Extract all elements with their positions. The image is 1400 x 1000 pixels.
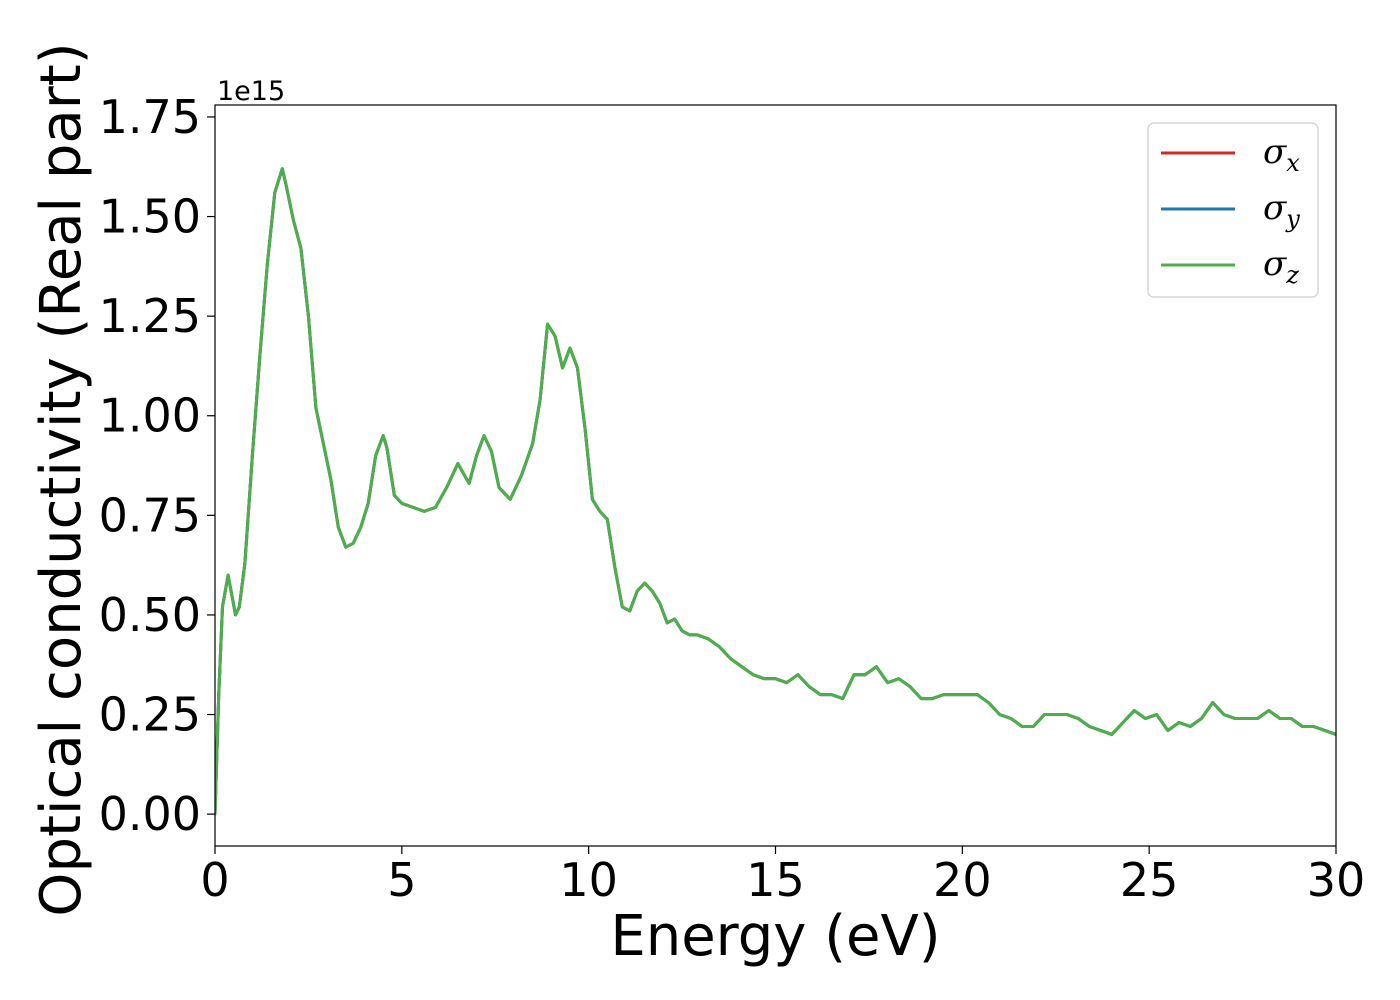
x-tick-label: 0 <box>200 853 229 907</box>
y-axis-ticks: 0.00 0.25 0.50 0.75 1.00 1.25 1.50 1.75 <box>99 90 215 841</box>
x-tick-label: 25 <box>1120 853 1179 907</box>
legend: σx σy σz <box>1147 122 1319 298</box>
y-tick-label: 1.25 <box>99 289 201 343</box>
x-tick-label: 10 <box>559 853 618 907</box>
y-tick-label: 0.25 <box>99 688 201 742</box>
y-tick-label: 0.75 <box>99 488 201 542</box>
x-tick-label: 20 <box>933 853 992 907</box>
y-tick-label: 0.00 <box>99 787 201 841</box>
legend-label: σz <box>1263 244 1299 289</box>
series-layer <box>215 167 1336 816</box>
series-line-3 <box>215 167 1336 816</box>
x-axis-ticks: 0 5 10 15 20 25 30 <box>200 846 1365 907</box>
x-tick-label: 5 <box>387 853 416 907</box>
y-tick-label: 0.50 <box>99 588 201 642</box>
x-tick-label: 15 <box>746 853 805 907</box>
x-tick-label: 30 <box>1307 853 1366 907</box>
y-tick-label: 1.00 <box>99 389 201 443</box>
x-axis-title: Energy (eV) <box>610 904 940 969</box>
legend-label: σx <box>1263 132 1300 177</box>
y-tick-label: 1.50 <box>99 190 201 244</box>
y-axis-title: Optical conductivity (Real part) <box>29 42 94 916</box>
y-axis-offset-label: 1e15 <box>217 76 285 107</box>
legend-label: σy <box>1263 188 1300 233</box>
y-tick-label: 1.75 <box>99 90 201 144</box>
